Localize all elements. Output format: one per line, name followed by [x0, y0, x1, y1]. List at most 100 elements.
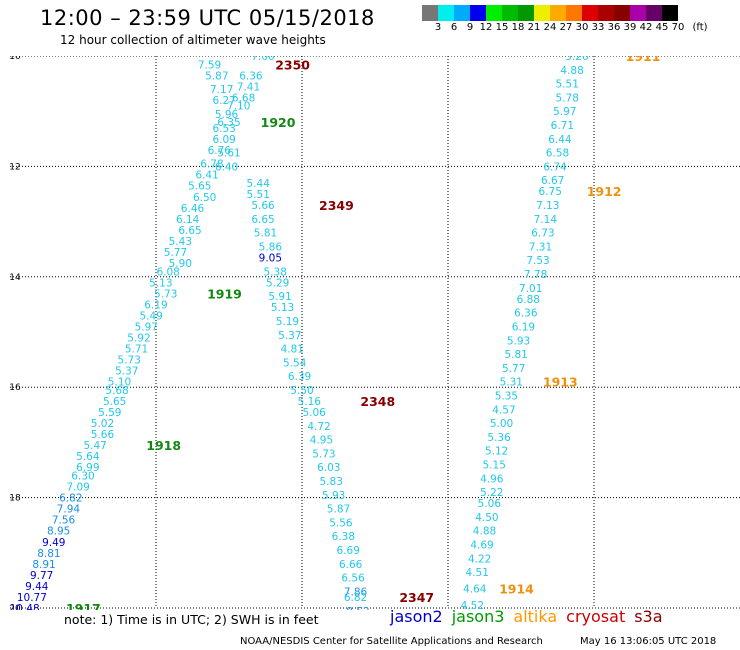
wave-height-value: 7.10: [227, 101, 250, 113]
color-scale-label: 33: [591, 22, 605, 33]
altimeter-map: -10-12-14-16-18-20-30-27-24-21-18-157.00…: [10, 56, 740, 610]
wave-height-value: 6.40: [215, 161, 238, 173]
mission-legend-item: cryosat: [566, 607, 626, 626]
wave-height-value: 6.78: [200, 159, 223, 171]
wave-height-value: 6.39: [288, 371, 311, 383]
wave-height-value: 5.81: [254, 228, 277, 240]
generation-timestamp: May 16 13:06:05 UTC 2018: [580, 636, 717, 647]
pass-time-label: 1918: [146, 438, 181, 453]
wave-height-value: 7.13: [536, 200, 559, 212]
color-scale-label: 24: [543, 22, 557, 33]
wave-height-value: 6.58: [546, 148, 569, 160]
wave-height-value: 4.96: [480, 473, 504, 485]
color-scale-swatch: [438, 5, 454, 21]
pass-time-label: 1914: [499, 582, 534, 597]
color-scale-label: (ft): [692, 22, 708, 33]
color-scale-swatch: [662, 5, 678, 21]
wave-height-value: 5.16: [298, 396, 322, 408]
color-scale-swatch: [518, 5, 534, 21]
wave-height-value: 5.73: [312, 448, 335, 460]
map-title: 12:00 – 23:59 UTC 05/15/2018: [40, 6, 375, 30]
wave-height-value: 4.95: [310, 435, 333, 447]
wave-height-value: 5.44: [247, 178, 271, 190]
color-scale-label: 3: [434, 22, 442, 33]
wave-height-value: 6.03: [317, 462, 340, 474]
wave-height-value: 4.69: [470, 540, 493, 552]
color-scale-label: 21: [527, 22, 541, 33]
wave-height-value: 5.90: [169, 258, 192, 270]
color-scale-label: 9: [466, 22, 474, 33]
wave-height-value: 8.95: [47, 526, 70, 538]
color-scale-swatch: [486, 5, 502, 21]
wave-height-value: 6.19: [144, 299, 167, 311]
pass-time-label: 2348: [360, 394, 395, 409]
wave-height-value: 5.59: [98, 407, 121, 419]
mission-legend: jason2 jason3 altika cryosat s3a: [390, 607, 672, 626]
wave-height-value: 7.56: [52, 515, 76, 527]
mission-legend-item: altika: [513, 607, 558, 626]
wave-height-value: 6.44: [548, 134, 572, 146]
color-scale-label: 27: [559, 22, 573, 33]
wave-height-value: 6.88: [517, 294, 540, 306]
wave-height-value: 5.65: [188, 181, 211, 193]
wave-height-value: 9.44: [25, 581, 49, 593]
wave-height-value: 7.01: [519, 283, 542, 295]
wave-height-value: 5.02: [91, 418, 114, 430]
wave-height-value: 5.22: [480, 487, 503, 499]
credits-text: NOAA/NESDIS Center for Satellite Applica…: [240, 636, 543, 647]
wave-height-value: 6.08: [156, 266, 179, 278]
color-scale-swatch: [630, 5, 646, 21]
wave-height-value: 5.10: [108, 377, 131, 389]
color-scale-label: 45: [655, 22, 669, 33]
wave-height-value: 6.27: [212, 95, 235, 107]
color-scale-label: 12: [479, 22, 493, 33]
color-scale-label: 18: [511, 22, 525, 33]
pass-time-label: 2349: [319, 198, 354, 213]
wave-height-value: 5.66: [91, 429, 115, 441]
wave-height-value: 5.35: [495, 390, 518, 402]
wave-height-value: 4.81: [281, 344, 304, 356]
pass-time-label: 1919: [207, 286, 242, 301]
wave-height-value: 9.77: [30, 570, 53, 582]
wave-height-value: 7.53: [526, 255, 549, 267]
color-scale-label: 70: [671, 22, 685, 33]
wave-height-value: 5.97: [135, 321, 158, 333]
wave-height-value: 6.65: [178, 225, 201, 237]
pass-time-label: 1920: [261, 115, 296, 130]
wave-height-value: 5.29: [266, 277, 289, 289]
wave-height-value: 7.41: [237, 81, 260, 93]
wave-height-value: 5.87: [205, 70, 228, 82]
wave-height-value: 6.50: [193, 192, 216, 204]
wave-height-value: 5.77: [164, 247, 187, 259]
wave-height-value: 5.56: [329, 517, 353, 529]
wave-height-value: 5.97: [553, 106, 576, 118]
wave-height-value: 6.09: [212, 134, 235, 146]
wave-height-value: 4.72: [307, 421, 330, 433]
color-scale-swatch: [646, 5, 662, 21]
wave-height-value: 6.53: [212, 123, 235, 135]
wave-height-value: 6.30: [71, 471, 94, 483]
color-scale-swatch: [614, 5, 630, 21]
color-scale-swatch: [550, 5, 566, 21]
wave-height-value: 5.93: [507, 335, 530, 347]
wave-height-value: 7.78: [524, 269, 547, 281]
color-scale-label: 36: [607, 22, 621, 33]
wave-height-value: 5.26: [565, 56, 589, 63]
wave-height-value: 5.64: [76, 451, 100, 463]
wave-height-value: 10.48: [10, 603, 40, 610]
wave-height-value: 10.77: [17, 592, 47, 604]
wave-height-value: 5.71: [125, 344, 148, 356]
wave-height-value: 5.96: [215, 109, 239, 121]
wave-height-value: 6.14: [176, 214, 200, 226]
wave-height-value: 6.69: [337, 545, 360, 557]
wave-height-value: 6.99: [76, 462, 99, 474]
wave-height-value: 6.41: [195, 170, 218, 182]
wave-height-value: 5.61: [217, 148, 240, 160]
latitude-tick-label: -18: [10, 494, 21, 504]
wave-height-value: 5.06: [478, 498, 502, 510]
wave-height-value: 5.12: [485, 446, 508, 458]
wave-height-value: 4.88: [560, 65, 583, 77]
wave-height-value: 5.91: [268, 291, 291, 303]
wave-height-value: 5.87: [327, 504, 350, 516]
wave-height-value: 5.81: [504, 349, 527, 361]
